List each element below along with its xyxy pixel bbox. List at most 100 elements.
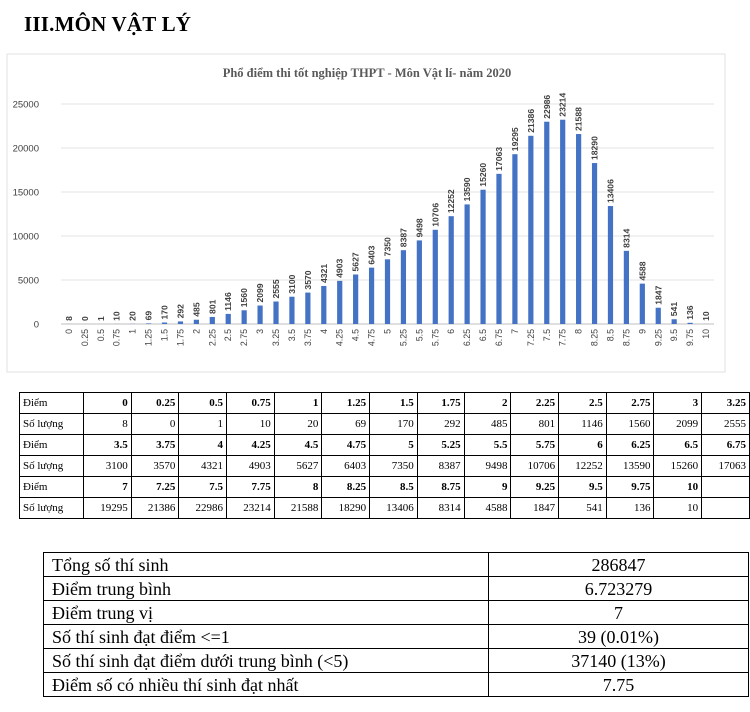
summary-row: Điểm trung vị 7 [43,600,749,625]
data-label: 1 [96,316,106,321]
bar [400,250,407,324]
table-cell [701,476,750,498]
data-label: 13590 [462,177,472,201]
table-cell: 69 [321,413,371,435]
table-cell [701,497,750,519]
table-cell: 9498 [463,455,512,477]
gridlines [61,103,714,325]
row-label: Số lượng [18,497,85,519]
x-tick-label: 2 [191,329,201,334]
summary-label: Điểm trung bình [43,576,489,601]
data-label: 292 [175,304,185,319]
table-cell: 1.5 [369,392,418,414]
table-row: Số lượng 8 0 1 10 20 69 170 292 485 801 1146 1560 209… [18,413,750,435]
x-tick-label: 4.5 [351,329,361,341]
table-cell: 2 [463,392,512,414]
data-label: 8 [64,316,74,321]
score-frequency-table: Điểm 0 0.25 0.5 0.75 1 1.25 1.5 1.75 2 2.25 2.5 2.75… [18,392,750,519]
table-cell: 3570 [130,455,180,477]
x-tick-label: 0.25 [80,329,90,346]
bar [225,313,231,324]
summary-value: 7 [488,600,749,625]
bar [209,316,215,324]
table-cell: 170 [369,413,418,435]
bar [639,283,645,324]
data-label: 21386 [526,109,536,133]
table-cell: 3.25 [701,392,750,414]
table-cell: 8.25 [321,476,371,498]
table-cell: 0 [130,413,180,435]
x-tick-label: 4 [319,329,329,334]
bar [560,119,566,324]
table-cell: 5.25 [416,434,465,456]
table-cell: 22986 [178,497,228,519]
table-cell: 3.75 [130,434,180,456]
x-tick-label: 4.75 [367,329,377,346]
data-label: 23214 [558,93,568,117]
data-label: 21588 [574,107,584,131]
data-label: 541 [669,302,679,317]
y-axis: 0 5000 10000 15000 20000 25000 [13,100,39,331]
x-tick-label: 1.5 [160,329,170,341]
table-cell: 136 [605,497,655,519]
x-tick-label: 8.75 [621,329,631,346]
x-tick-label: 9 [637,329,647,334]
data-label: 3570 [303,270,313,289]
table-cell: 4.75 [321,434,371,456]
table-cell: 8.5 [369,476,418,498]
bar [528,135,534,324]
x-tick-label: 9.5 [669,329,679,341]
bar [544,121,550,324]
bar [273,301,279,324]
table-cell: 8 [273,476,323,498]
summary-value: 286847 [488,552,749,577]
table-cell: 4 [178,434,228,456]
row-label: Điểm [18,476,85,498]
data-label: 12252 [446,189,456,213]
bar [145,323,152,324]
data-label: 1847 [653,285,663,304]
summary-row: Điểm trung bình 6.723279 [43,576,749,601]
chart-svg: Phổ điểm thi tốt nghiệp THPT - Môn Vật l… [6,53,726,373]
data-label: 3100 [287,274,297,293]
x-tick-label: 2.75 [239,329,249,346]
table-cell: 3100 [83,455,132,477]
table-cell: 485 [463,413,512,435]
data-label: 7350 [383,237,393,256]
table-cell: 10 [653,476,703,498]
table-cell: 4903 [226,455,275,477]
bar [384,259,391,324]
data-label: 1560 [239,288,249,307]
table-cell: 23214 [226,497,275,519]
data-label: 4903 [335,259,345,278]
table-cell: 10 [226,413,275,435]
table-cell: 1 [273,392,323,414]
bar [464,204,470,324]
data-label: 170 [160,305,170,320]
table-cell: 0.25 [130,392,180,414]
summary-row: Tổng số thí sinh 286847 [43,552,749,577]
table-cell: 9 [463,476,512,498]
data-label: 4588 [637,261,647,280]
x-tick-label: 3.25 [271,329,281,346]
table-cell: 2555 [701,413,750,435]
bar [448,216,454,324]
table-cell: 8387 [416,455,465,477]
x-tick-label: 0.75 [112,329,122,346]
data-label: 69 [144,311,154,321]
table-cell: 0 [83,392,132,414]
table-cell: 2.25 [510,392,560,414]
table-cell: 4.5 [273,434,323,456]
table-cell: 8.75 [416,476,465,498]
x-tick-label: 6.75 [494,329,504,346]
table-cell: 3 [653,392,703,414]
x-tick-label: 3.5 [287,329,297,341]
table-row: Điểm 0 0.25 0.5 0.75 1 1.25 1.5 1.75 2 2.25 2.5 2.75… [18,392,750,414]
summary-value: 39 (0.01%) [488,624,749,649]
table-cell: 4321 [178,455,228,477]
table-cell: 9.5 [558,476,607,498]
x-tick-label: 8.5 [605,329,615,341]
data-label: 2099 [255,283,265,302]
data-label: 8314 [621,228,631,247]
table-cell: 4.25 [226,434,275,456]
